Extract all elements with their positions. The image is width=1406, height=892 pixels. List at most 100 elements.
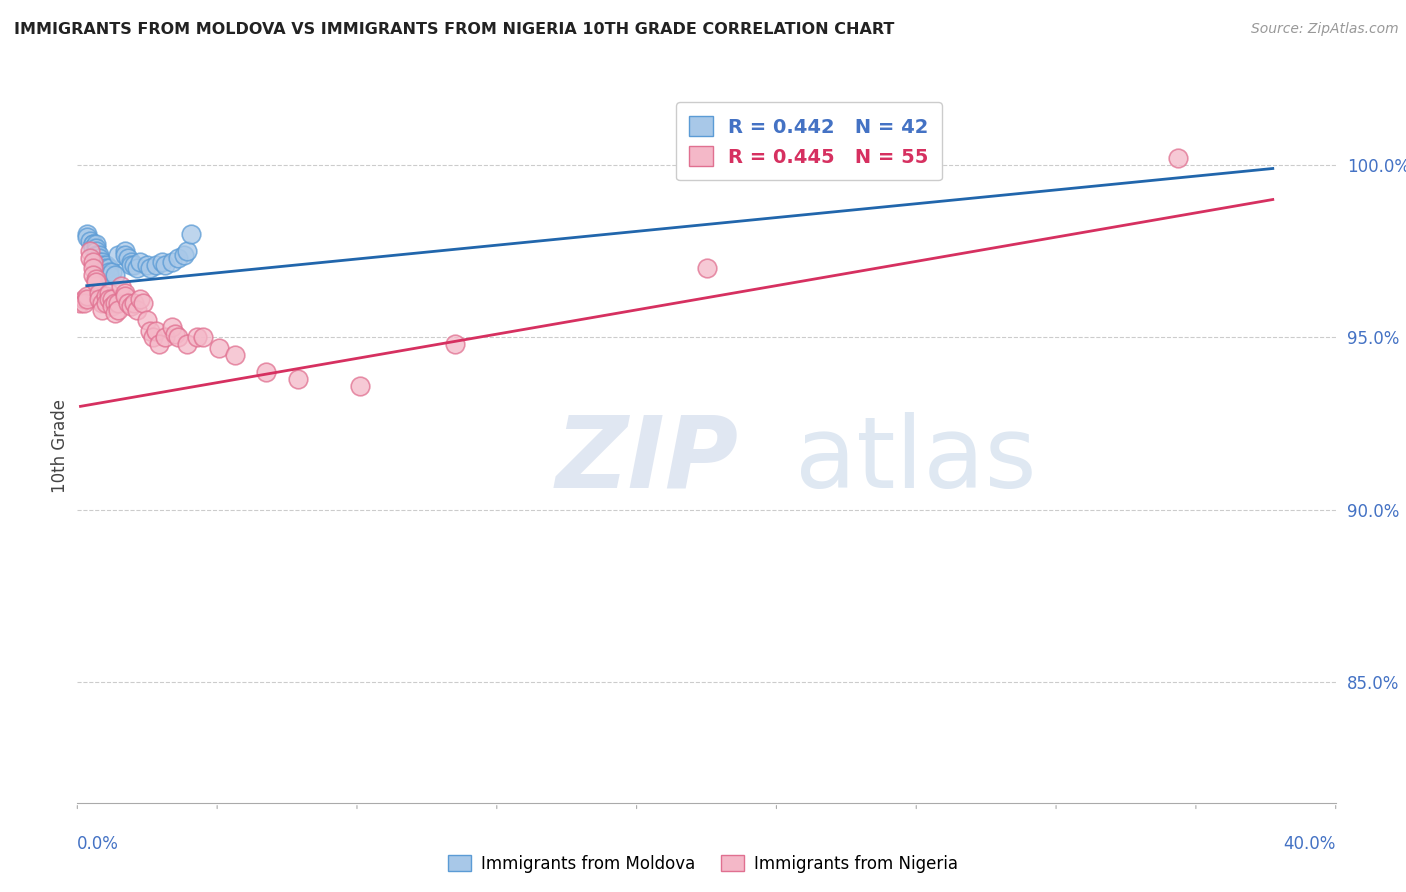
Point — [107, 296, 129, 310]
Point — [349, 378, 371, 392]
Point — [129, 254, 152, 268]
Point — [97, 261, 120, 276]
Legend: Immigrants from Moldova, Immigrants from Nigeria: Immigrants from Moldova, Immigrants from… — [441, 848, 965, 880]
Point — [191, 330, 215, 344]
Point — [167, 251, 190, 265]
Point — [122, 258, 145, 272]
Point — [114, 244, 136, 259]
Point — [101, 299, 124, 313]
Point — [114, 289, 136, 303]
Point — [79, 234, 101, 248]
Point — [94, 296, 117, 310]
Point — [120, 299, 142, 313]
Point — [120, 254, 142, 268]
Point — [82, 237, 104, 252]
Point — [91, 258, 114, 272]
Point — [148, 337, 170, 351]
Point — [163, 326, 186, 341]
Point — [97, 265, 120, 279]
Point — [72, 293, 94, 307]
Text: Source: ZipAtlas.com: Source: ZipAtlas.com — [1251, 22, 1399, 37]
Point — [155, 330, 177, 344]
Point — [117, 296, 139, 310]
Point — [117, 251, 139, 265]
Point — [104, 306, 127, 320]
Point — [160, 254, 183, 268]
Point — [82, 254, 104, 268]
Point — [180, 227, 202, 241]
Y-axis label: 10th Grade: 10th Grade — [51, 399, 69, 493]
Point — [254, 365, 277, 379]
Point — [79, 251, 101, 265]
Point — [142, 330, 165, 344]
Point — [104, 296, 127, 310]
Point — [129, 293, 152, 307]
Point — [160, 320, 183, 334]
Point — [132, 296, 155, 310]
Point — [101, 293, 124, 307]
Point — [696, 261, 718, 276]
Point — [79, 244, 101, 259]
Point — [107, 248, 129, 262]
Point — [135, 313, 157, 327]
Point — [150, 254, 173, 268]
Point — [89, 293, 111, 307]
Point — [101, 265, 124, 279]
Text: 40.0%: 40.0% — [1284, 835, 1336, 853]
Point — [176, 337, 198, 351]
Point — [97, 268, 120, 283]
Point — [97, 285, 120, 300]
Point — [224, 348, 246, 362]
Point — [1167, 151, 1189, 165]
Point — [91, 296, 114, 310]
Point — [145, 324, 167, 338]
Point — [107, 302, 129, 317]
Point — [82, 241, 104, 255]
Point — [94, 258, 117, 272]
Point — [91, 302, 114, 317]
Point — [145, 258, 167, 272]
Point — [82, 261, 104, 276]
Text: ZIP: ZIP — [555, 412, 738, 508]
Point — [84, 248, 107, 262]
Point — [91, 254, 114, 268]
Point — [287, 372, 309, 386]
Point — [89, 285, 111, 300]
Point — [176, 244, 198, 259]
Point — [82, 268, 104, 283]
Point — [84, 241, 107, 255]
Text: atlas: atlas — [794, 412, 1036, 508]
Point — [444, 337, 467, 351]
Point — [138, 324, 160, 338]
Point — [82, 237, 104, 252]
Point — [84, 244, 107, 259]
Point — [76, 289, 98, 303]
Point — [114, 248, 136, 262]
Point — [72, 296, 94, 310]
Point — [84, 275, 107, 289]
Point — [122, 296, 145, 310]
Legend: R = 0.442   N = 42, R = 0.445   N = 55: R = 0.442 N = 42, R = 0.445 N = 55 — [676, 103, 942, 180]
Point — [94, 261, 117, 276]
Point — [167, 330, 190, 344]
Point — [89, 248, 111, 262]
Point — [89, 254, 111, 268]
Point — [84, 237, 107, 252]
Point — [97, 293, 120, 307]
Point — [155, 258, 177, 272]
Point — [173, 248, 195, 262]
Point — [104, 268, 127, 283]
Text: 0.0%: 0.0% — [77, 835, 120, 853]
Point — [120, 258, 142, 272]
Point — [135, 258, 157, 272]
Point — [69, 296, 91, 310]
Point — [208, 341, 231, 355]
Text: IMMIGRANTS FROM MOLDOVA VS IMMIGRANTS FROM NIGERIA 10TH GRADE CORRELATION CHART: IMMIGRANTS FROM MOLDOVA VS IMMIGRANTS FR… — [14, 22, 894, 37]
Point — [89, 251, 111, 265]
Point — [127, 302, 149, 317]
Point — [84, 272, 107, 286]
Point — [94, 289, 117, 303]
Point — [114, 285, 136, 300]
Point — [76, 230, 98, 244]
Point — [91, 261, 114, 276]
